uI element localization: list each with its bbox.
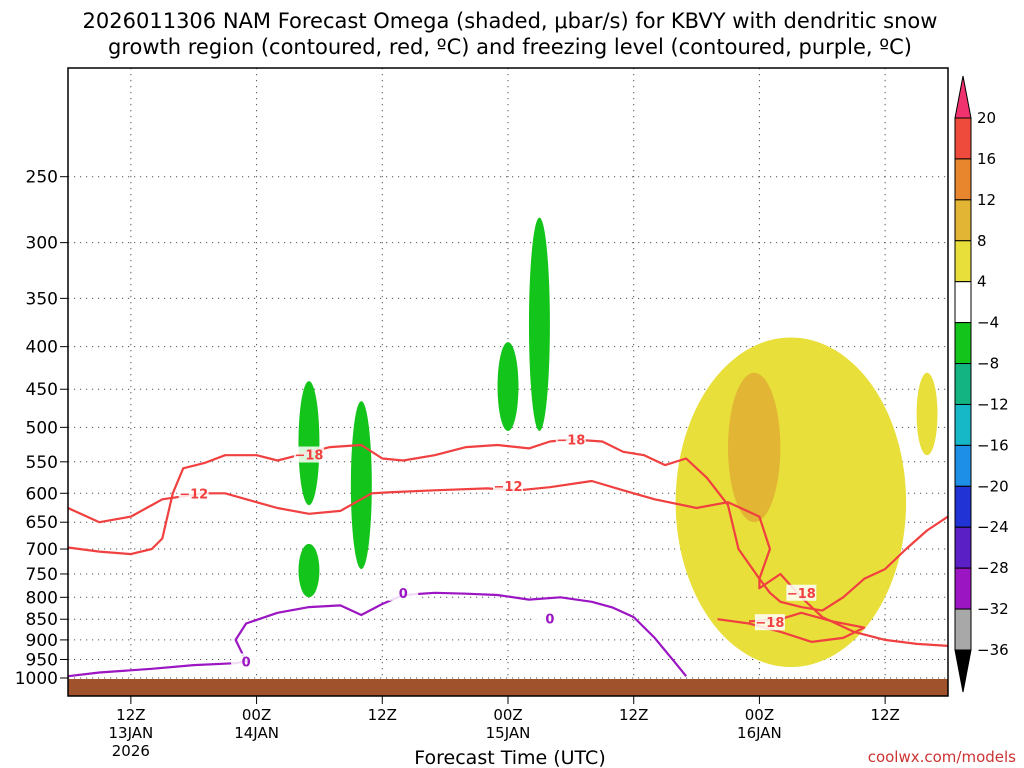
omega-region-rising-b (350, 401, 372, 570)
colorbar-segment (954, 608, 972, 651)
x-tick-label: 14JAN (234, 724, 279, 742)
contour-dgz-minus-18 (68, 438, 948, 612)
colorbar-segment (954, 485, 972, 528)
omega-region-rising-a-mid (298, 381, 320, 506)
omega-shading (298, 217, 938, 667)
colorbar-tick-label: −28 (977, 559, 1009, 577)
chart-title-line-2: growth region (contoured, red, ºC) and f… (108, 35, 912, 59)
x-tick-label: 12Z (870, 706, 899, 724)
contour-label: −18 (294, 449, 323, 464)
omega-region-sinking-east (916, 372, 938, 456)
y-tick-label: 400 (26, 338, 58, 358)
colorbar-segment (954, 281, 972, 324)
contour-label: −12 (494, 480, 523, 495)
colorbar-tick-label: 4 (977, 273, 987, 291)
x-tick-label: 00Z (493, 706, 522, 724)
contour-label-bg (493, 477, 523, 494)
colorbar-tick-label: 8 (977, 232, 987, 250)
x-tick-label: 16JAN (737, 724, 782, 742)
colorbar-tick-label: −16 (977, 436, 1009, 454)
x-tick-label: 12Z (116, 706, 145, 724)
colorbar-tick-label: −36 (977, 641, 1009, 659)
y-tick-label: 850 (26, 610, 58, 630)
colorbar-segment (954, 117, 972, 160)
contour-label-bg (388, 584, 419, 601)
y-tick-label: 350 (26, 289, 58, 309)
contour-label-bg (786, 584, 817, 601)
colorbar-tick-label: −20 (977, 477, 1009, 495)
contour-label: 0 (545, 612, 554, 627)
contour-label-bg (555, 431, 586, 448)
contour-label: −18 (787, 587, 816, 602)
colorbar-tick-label: −8 (977, 355, 999, 373)
contour-label: −12 (179, 487, 208, 502)
contour-label-bg (754, 614, 785, 631)
colorbar-tick-label: 16 (977, 150, 996, 168)
y-tick-label: 950 (26, 650, 58, 670)
colorbar-tick-label: 20 (977, 109, 996, 127)
contour-label-bg (231, 653, 262, 670)
colorbar-top-arrow (954, 75, 972, 119)
y-tick-label: 450 (26, 380, 58, 400)
x-tick-label: 00Z (242, 706, 271, 724)
colorbar-segment (954, 403, 972, 446)
omega-region-sinking-core (728, 372, 781, 523)
colorbar: 20 16 12 8 4 −4 −8 −12 −16 −20 −24 −28 −32 −36 (954, 75, 1009, 693)
colorbar-tick-label: −12 (977, 395, 1009, 413)
terrain-band (68, 679, 948, 696)
colorbar-tick-label: −4 (977, 314, 999, 332)
y-tick-label: 800 (26, 588, 58, 608)
colorbar-segment (954, 158, 972, 201)
colorbar-segment (954, 363, 972, 405)
y-tick-label: 650 (26, 513, 58, 533)
y-tick-label: 1000 (15, 669, 58, 689)
contour-label-bg (293, 446, 324, 463)
y-tick-label: 300 (26, 234, 58, 254)
colorbar-segment (954, 444, 972, 487)
x-axis-label: Forecast Time (UTC) (414, 747, 605, 768)
colorbar-segment (954, 526, 972, 569)
colorbar-segment (954, 322, 972, 365)
x-tick-label: 13JAN (108, 724, 153, 742)
y-tick-label: 700 (26, 540, 58, 560)
terrain (68, 679, 948, 696)
colorbar-segment (954, 240, 972, 283)
x-tick-label: 15JAN (486, 724, 531, 742)
omega-region-rising-a-low (298, 543, 320, 598)
x-tick-label: 12Z (368, 706, 397, 724)
y-tick-label: 550 (26, 453, 58, 473)
contour-label: 0 (242, 655, 251, 670)
colorbar-tick-label: 12 (977, 191, 996, 209)
y-tick-label: 900 (26, 631, 58, 651)
x-tick-label: 12Z (619, 706, 648, 724)
chart-title-line-1: 2026011306 NAM Forecast Omega (shaded, μ… (83, 9, 938, 33)
colorbar-segment (954, 199, 972, 242)
colorbar-bottom-arrow (954, 649, 972, 693)
contour-label: 0 (399, 587, 408, 602)
colorbar-segment (954, 567, 972, 610)
x-tick-label: 00Z (745, 706, 774, 724)
omega-region-rising-d (497, 342, 519, 431)
x-tick-label: 2026 (112, 742, 150, 760)
contour-label: −18 (755, 616, 784, 631)
colorbar-tick-label: −32 (977, 600, 1009, 618)
omega-region-sinking-main (675, 337, 907, 667)
omega-region-rising-c (528, 217, 550, 431)
y-tick-label: 600 (26, 484, 58, 504)
y-axis: 2503003504004505005506006507007508008509… (15, 168, 68, 689)
colorbar-tick-label: −24 (977, 518, 1009, 536)
y-tick-label: 500 (26, 418, 58, 438)
contour-label: −18 (556, 433, 585, 448)
credit-text: coolwx.com/models (868, 748, 1016, 766)
y-tick-label: 250 (26, 168, 58, 188)
contour-label-bg (178, 485, 209, 502)
contour-label-bg (534, 610, 565, 627)
y-tick-label: 750 (26, 565, 58, 585)
